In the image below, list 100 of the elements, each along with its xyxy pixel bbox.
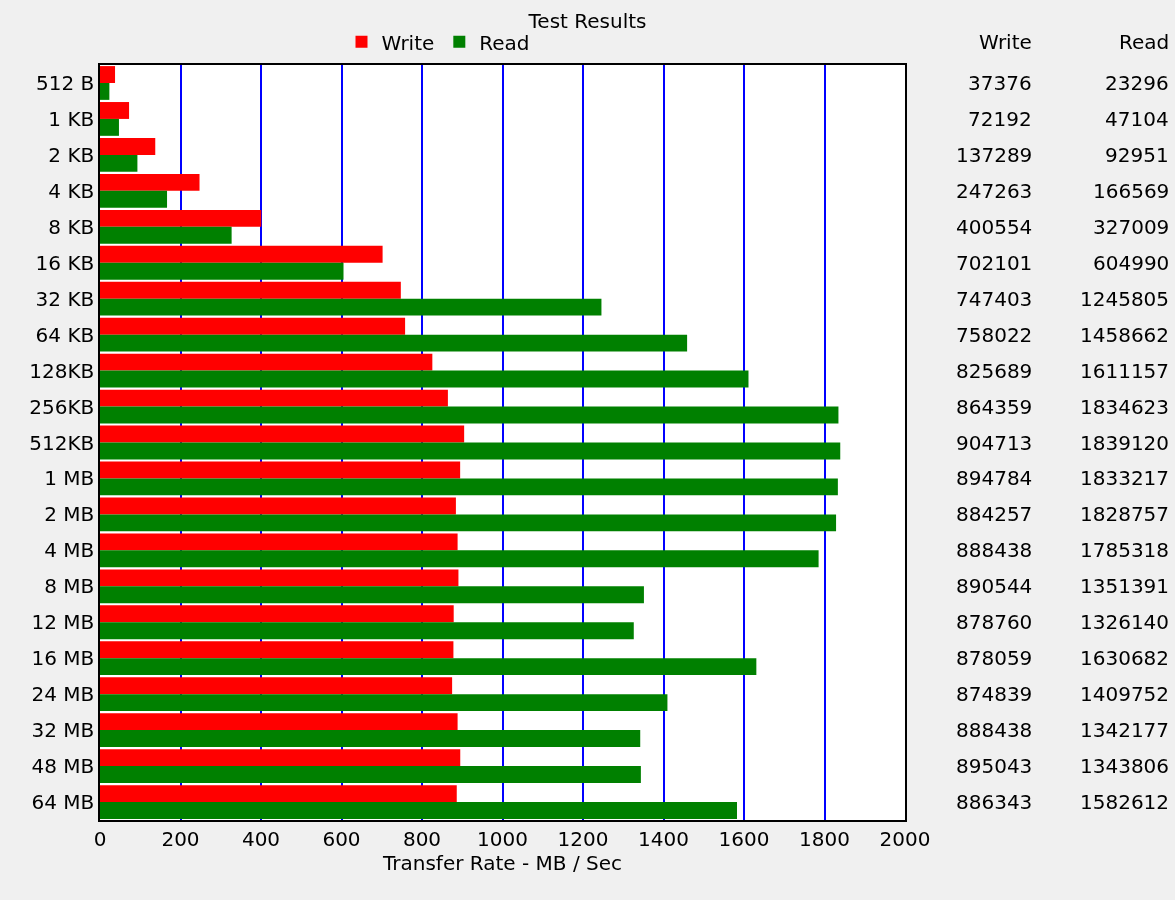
text: 47104: [1105, 107, 1169, 131]
text: 400554: [956, 215, 1033, 239]
text: 327009: [1093, 215, 1170, 239]
bar: [100, 802, 737, 819]
bar: [100, 82, 110, 100]
bar: [100, 389, 448, 407]
bar: [100, 658, 757, 676]
text: 137289: [956, 143, 1033, 167]
text: 874839: [956, 682, 1033, 706]
bar: [100, 730, 641, 748]
x-tick-label: 400: [241, 826, 281, 851]
text: 1834623: [1080, 395, 1170, 419]
text: 23296: [1105, 71, 1169, 95]
y-tick-label: 2 KB: [48, 142, 95, 167]
bar: [100, 605, 454, 623]
y-tick-label: 24 MB: [31, 682, 95, 707]
bar: [100, 461, 461, 479]
text: 1785318: [1080, 538, 1170, 562]
x-tick-label: 200: [161, 826, 200, 851]
bar: [100, 298, 602, 316]
text: 92951: [1105, 143, 1169, 167]
y-tick-label: 4 MB: [44, 538, 95, 563]
x-tick-label: 0: [93, 826, 107, 851]
text: 884257: [956, 502, 1033, 526]
bar: [100, 533, 458, 551]
text: 895043: [956, 754, 1033, 778]
text: 1409752: [1080, 682, 1170, 706]
text: 37376: [968, 71, 1032, 95]
bar: [100, 677, 453, 695]
x-tick-label: 2000: [879, 826, 931, 851]
text: 247263: [956, 179, 1033, 203]
text: 825689: [956, 359, 1033, 383]
text: 1582612: [1080, 790, 1170, 814]
text: 604990: [1093, 251, 1170, 275]
text: 1611157: [1080, 359, 1170, 383]
legend-label: Write: [381, 30, 435, 55]
bar: [100, 694, 668, 712]
bar: [100, 226, 232, 244]
bar: [100, 262, 344, 280]
text: 1630682: [1080, 646, 1170, 670]
text: 1828757: [1080, 502, 1170, 526]
text: 878760: [956, 610, 1033, 634]
y-tick-label: 12 MB: [31, 610, 95, 635]
text: 1833217: [1080, 466, 1170, 490]
text: 1458662: [1080, 323, 1170, 347]
y-tick-label: 16 KB: [35, 250, 95, 275]
y-tick-label: 32 MB: [31, 718, 95, 743]
text: 72192: [968, 107, 1032, 131]
y-tick-label: 1 MB: [44, 466, 95, 491]
text: 904713: [956, 431, 1033, 455]
bar: [100, 245, 383, 263]
y-tick-label: 32 KB: [35, 286, 95, 311]
bar: [100, 442, 841, 460]
text: 888438: [956, 538, 1033, 562]
bar: [100, 586, 644, 604]
x-tick-label: 1400: [638, 826, 689, 851]
y-tick-label: 512 B: [35, 70, 95, 95]
bar: [100, 622, 634, 640]
y-tick-label: 128KB: [29, 358, 95, 383]
text: 878059: [956, 646, 1033, 670]
text: 894784: [956, 466, 1033, 490]
y-tick-label: 8 MB: [44, 574, 95, 599]
bar: [100, 514, 837, 532]
text: 1839120: [1080, 431, 1170, 455]
y-tick-label: 64 MB: [31, 790, 95, 815]
x-tick-label: 1800: [799, 826, 850, 851]
x-tick-label: 1600: [718, 826, 770, 851]
text: 890544: [956, 574, 1033, 598]
bar: [100, 190, 168, 208]
y-tick-label: 16 MB: [31, 646, 95, 671]
bar: [100, 209, 262, 227]
bar: [100, 370, 749, 388]
text: 886343: [956, 790, 1033, 814]
text: 888438: [956, 718, 1033, 742]
text: 1342177: [1080, 718, 1170, 742]
text: 1351391: [1080, 574, 1170, 598]
x-tick-label: 1200: [557, 826, 609, 851]
bar: [100, 353, 433, 371]
y-tick-label: 4 KB: [48, 178, 95, 203]
bar: [100, 569, 459, 587]
text: 702101: [956, 251, 1033, 275]
bar: [100, 406, 839, 424]
bar: [100, 749, 461, 767]
y-tick-label: 48 MB: [31, 754, 95, 779]
bar: [100, 173, 200, 191]
text: 747403: [956, 287, 1033, 311]
text: Read: [1119, 30, 1170, 54]
y-tick-label: 1 KB: [48, 106, 95, 131]
bar: [100, 137, 156, 155]
text: 1326140: [1080, 610, 1170, 634]
bar: [100, 785, 457, 803]
text: Write: [979, 30, 1032, 54]
y-tick-label: 256KB: [29, 394, 95, 419]
y-tick-label: 8 KB: [48, 214, 95, 239]
x-tick-label: 1000: [477, 826, 528, 851]
text: 166569: [1093, 179, 1170, 203]
bar: [100, 317, 406, 335]
bar: [100, 425, 465, 443]
bar: [100, 334, 688, 352]
bar: [100, 766, 641, 783]
